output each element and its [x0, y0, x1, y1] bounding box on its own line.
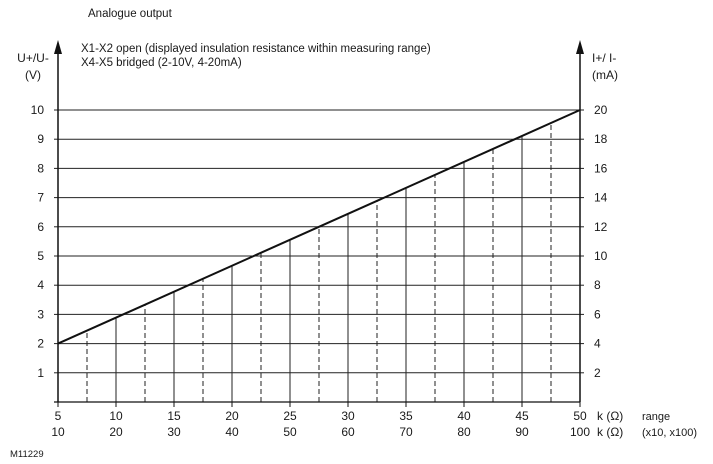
x-tick-label-row2: 40 [225, 425, 239, 439]
y-right-tick-label: 12 [594, 220, 608, 234]
y-left-tick-label: 7 [37, 191, 44, 205]
chart-title: Analogue output [88, 8, 172, 20]
x-tick-label-row2: 70 [399, 425, 413, 439]
x-tick-label-row2: 20 [109, 425, 123, 439]
x-tick-label-row1: 50 [573, 409, 587, 423]
labels: 1234567891024681012141618205101020153020… [10, 51, 697, 460]
x-tick-label-row1: 35 [399, 409, 413, 423]
y-right-tick-label: 6 [594, 307, 601, 321]
x-note-row2: (x10, x100) [642, 427, 697, 439]
drop-lines [86, 122, 552, 402]
x-tick-label-row1: 40 [457, 409, 471, 423]
y-right-axis-arrow [576, 40, 584, 54]
y-right-tick-label: 16 [594, 161, 608, 175]
figure-id: M11229 [10, 449, 44, 460]
x-tick-label-row1: 10 [109, 409, 123, 423]
y-right-axis-label: I+/ I- [592, 51, 616, 65]
x-tick-label-row1: 15 [167, 409, 181, 423]
x-tick-label-row2: 60 [341, 425, 355, 439]
y-right-axis-unit: (mA) [592, 68, 618, 82]
x-tick-label-row2: 30 [167, 425, 181, 439]
x-tick-label-row2: 80 [457, 425, 471, 439]
x-tick-label-row2: 10 [51, 425, 65, 439]
x-tick-label-row2: 50 [283, 425, 297, 439]
y-right-tick-label: 20 [594, 103, 608, 117]
x-tick-label-row2: 90 [515, 425, 529, 439]
y-right-tick-label: 8 [594, 278, 601, 292]
y-right-tick-label: 4 [594, 337, 601, 351]
y-left-tick-label: 6 [37, 220, 44, 234]
x-tick-label-row2: 100 [570, 425, 590, 439]
x-unit-row1: k (Ω) [597, 409, 623, 423]
x-note-row1: range [642, 411, 670, 423]
x-tick-label-row1: 25 [283, 409, 297, 423]
output-line [57, 109, 581, 345]
x-tick-label-row1: 20 [225, 409, 239, 423]
y-left-tick-label: 5 [37, 249, 44, 263]
y-left-axis-unit: (V) [25, 68, 41, 82]
y-left-tick-label: 9 [37, 132, 44, 146]
y-left-tick-label: 8 [37, 161, 44, 175]
y-right-tick-label: 18 [594, 132, 608, 146]
x-tick-label-row1: 45 [515, 409, 529, 423]
note-line-2: X4-X5 bridged (2-10V, 4-20mA) [81, 57, 242, 69]
note-line-1: X1-X2 open (displayed insulation resista… [81, 43, 431, 55]
y-left-tick-label: 10 [31, 103, 45, 117]
y-right-tick-label: 10 [594, 249, 608, 263]
y-right-tick-label: 14 [594, 191, 608, 205]
x-tick-label-row1: 30 [341, 409, 355, 423]
y-left-axis-arrow [54, 40, 62, 54]
y-left-tick-label: 4 [37, 278, 44, 292]
y-right-tick-label: 2 [594, 366, 601, 380]
y-left-tick-label: 1 [37, 366, 44, 380]
series [57, 109, 581, 345]
y-left-tick-label: 3 [37, 307, 44, 321]
x-tick-label-row1: 5 [55, 409, 62, 423]
x-unit-row2: k (Ω) [597, 425, 623, 439]
y-left-tick-label: 2 [37, 337, 44, 351]
y-left-axis-label: U+/U- [17, 51, 49, 65]
